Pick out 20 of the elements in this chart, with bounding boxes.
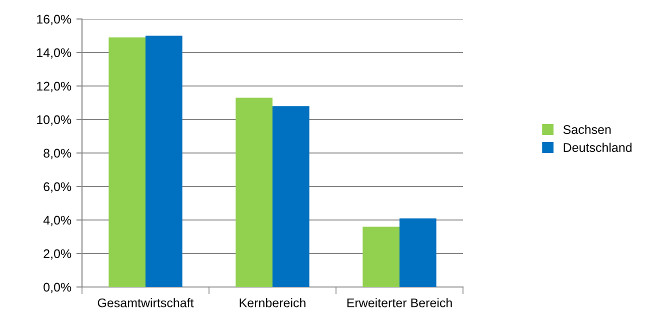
y-tick-label: 16,0% [37, 14, 72, 26]
y-tick-label: 14,0% [37, 48, 72, 59]
y-tick-label: 10,0% [37, 115, 72, 126]
y-tick-label: 0,0% [44, 282, 72, 294]
legend-label: Sachsen [563, 124, 611, 134]
bar [236, 98, 272, 287]
y-tick-label: 8,0% [44, 148, 72, 160]
legend-label: Deutschland [564, 142, 632, 152]
bar [272, 106, 310, 287]
bar [146, 36, 182, 287]
bar [400, 218, 436, 287]
bar [362, 226, 400, 287]
x-tick-label: Gesamtwirtschaft [98, 298, 194, 308]
x-tick-label: Kernbereich [240, 298, 306, 308]
y-tick-label: 6,0% [44, 182, 72, 193]
y-tick-label: 2,0% [44, 249, 72, 260]
x-tick-label: Erweiterter Bereich [347, 298, 452, 308]
y-tick-label: 12,0% [37, 82, 72, 92]
bar [108, 37, 146, 287]
y-tick-label: 4,0% [43, 216, 72, 226]
